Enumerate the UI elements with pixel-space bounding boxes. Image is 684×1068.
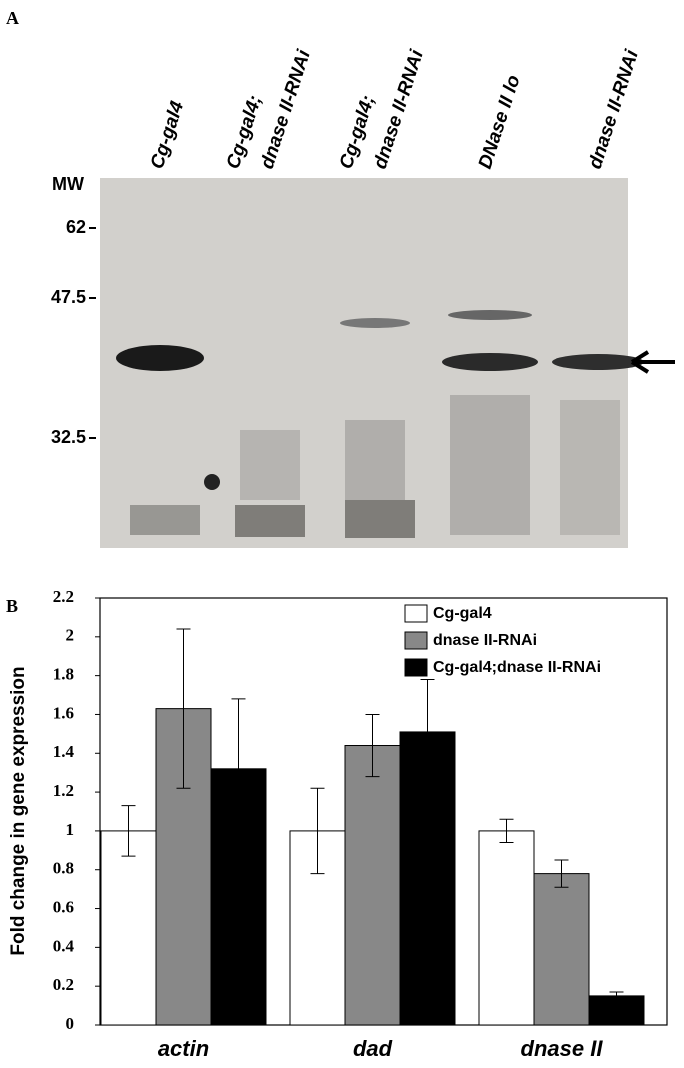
bar: [533, 873, 590, 1026]
lane-label: dnase II-RNAi: [585, 47, 643, 172]
error-bar: [499, 818, 514, 844]
bar: [344, 745, 401, 1026]
panel-label: A: [6, 8, 19, 28]
y-tick-label: 2.2: [53, 587, 74, 606]
x-tick-label: dad: [353, 1036, 393, 1061]
error-bar: [609, 991, 624, 1001]
bar: [588, 995, 645, 1026]
legend-label: Cg-gal4;dnase II-RNAi: [433, 659, 601, 676]
y-tick-label: 0.4: [53, 936, 75, 955]
y-tick-label: 1.2: [53, 781, 74, 800]
y-tick-label: 0.8: [53, 859, 74, 878]
y-tick-label: 0.6: [53, 897, 74, 916]
mw-marker: 32.5: [51, 427, 86, 447]
bar: [478, 830, 535, 1026]
y-axis-label: Fold change in gene expression: [8, 666, 29, 955]
legend-label: dnase II-RNAi: [433, 632, 537, 649]
error-bar: [420, 679, 435, 785]
arrow: [630, 350, 675, 374]
error-bar: [365, 713, 380, 778]
lane-label: DNase II lo: [475, 73, 525, 172]
y-tick-label: 0.2: [53, 975, 74, 994]
error-bar: [310, 787, 325, 875]
y-tick-label: 0: [66, 1014, 75, 1033]
legend-swatch: [404, 604, 428, 623]
y-tick-label: 1.4: [53, 742, 75, 761]
mw-label: MW: [52, 174, 84, 194]
blot-image: [100, 178, 644, 548]
x-tick-label: actin: [158, 1036, 209, 1061]
error-bar: [231, 698, 246, 840]
error-bar: [554, 859, 569, 888]
lane-label: Cg-gal4: [147, 98, 189, 171]
legend-swatch: [404, 631, 428, 650]
lane-label: dnase II-RNAi: [257, 47, 315, 172]
error-bar: [121, 805, 136, 857]
legend-label: Cg-gal4: [433, 605, 492, 622]
mw-marker: 47.5: [51, 287, 86, 307]
mw-marker: 62: [66, 217, 86, 237]
y-tick-label: 1.8: [53, 665, 74, 684]
error-bar: [176, 628, 191, 789]
bar: [100, 830, 157, 1026]
legend-swatch: [404, 658, 428, 677]
y-tick-label: 2: [66, 626, 75, 645]
y-tick-label: 1: [66, 820, 75, 839]
lane-label: dnase II-RNAi: [370, 47, 428, 172]
y-tick-label: 1.6: [53, 703, 74, 722]
panel-label: B: [6, 596, 18, 616]
x-tick-label: dnase II: [521, 1036, 604, 1061]
